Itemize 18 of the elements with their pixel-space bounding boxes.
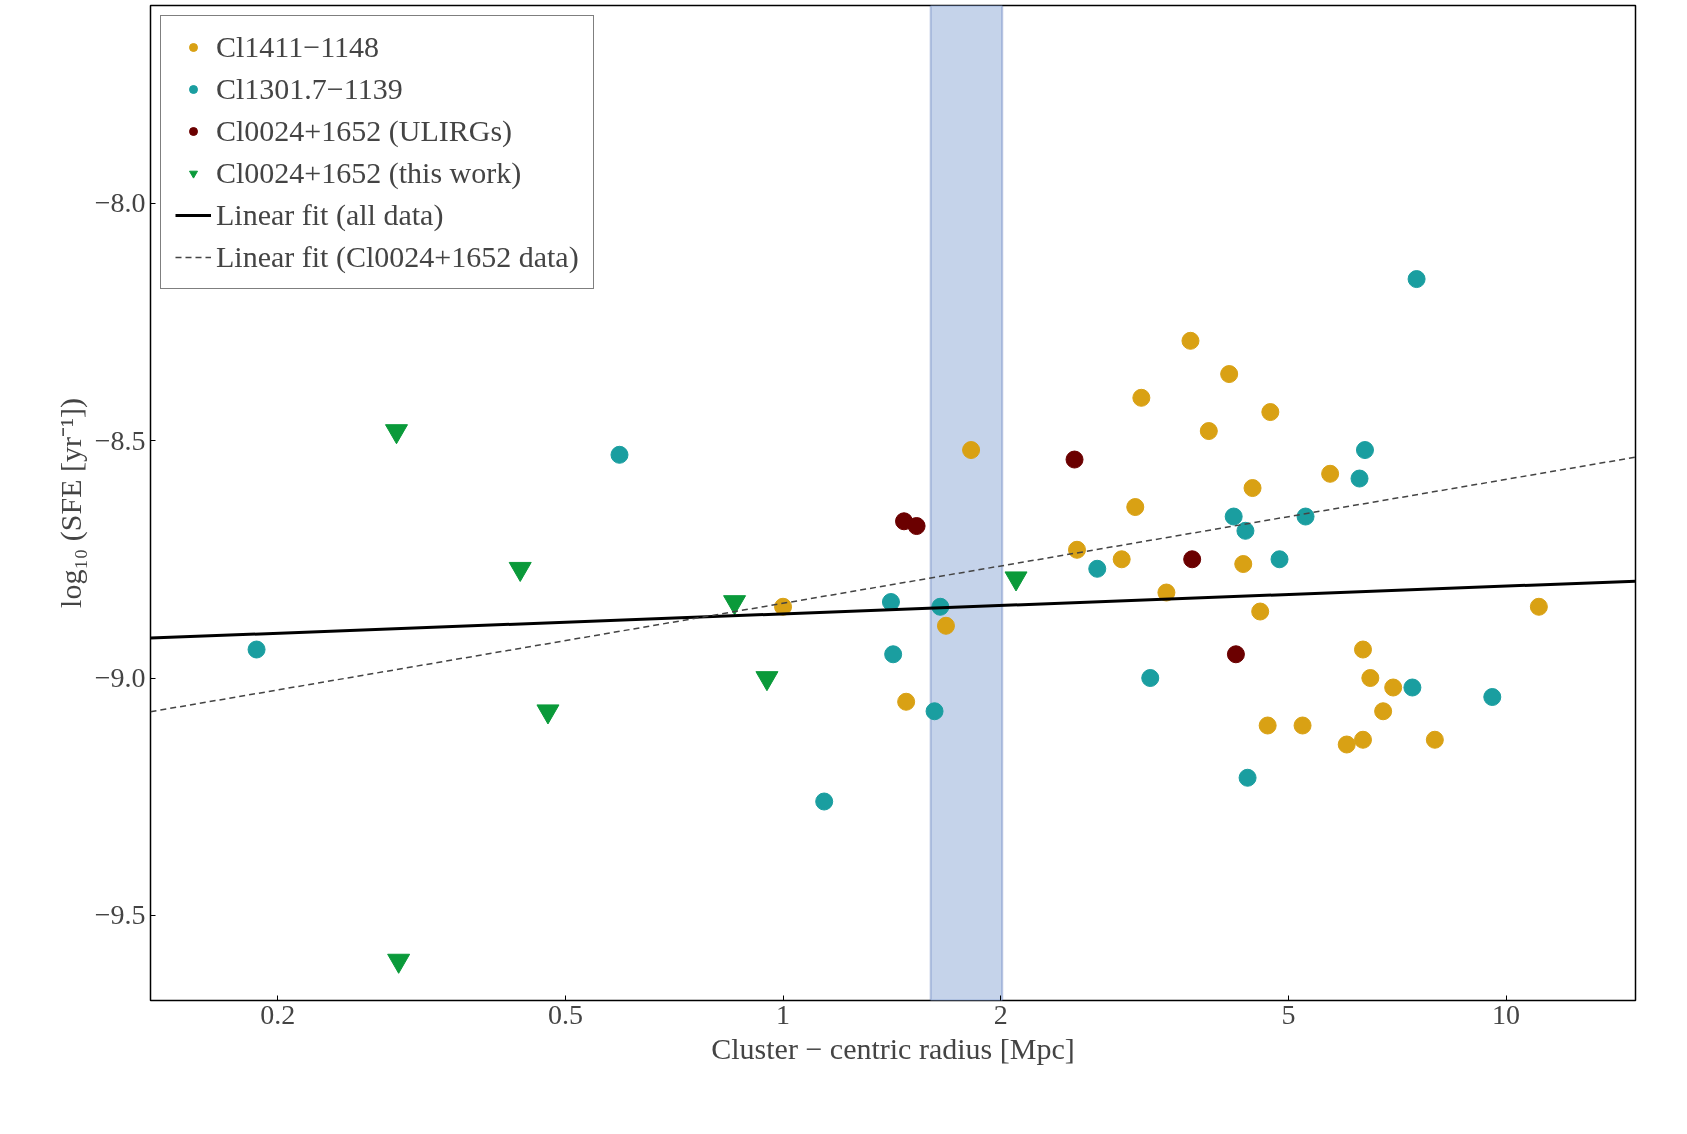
x-tick-label: 2 (993, 998, 1008, 1030)
x-tick-label: 0.2 (260, 998, 296, 1030)
x-tick-label: 1 (776, 998, 791, 1030)
legend-label: Cl1411−1148 (216, 30, 380, 64)
y-tick-label: −9.0 (94, 662, 146, 694)
y-tick-label: −8.0 (94, 187, 146, 219)
legend-label: Cl0024+1652 (ULIRGs) (216, 114, 513, 148)
legend-label: Linear fit (all data) (216, 198, 444, 232)
legend-label: Cl1301.7−1139 (216, 72, 403, 106)
x-tick-label: 0.5 (547, 998, 583, 1030)
y-tick-label: −9.5 (94, 899, 146, 931)
x-tick-label: 5 (1281, 998, 1296, 1030)
legend-label: Cl0024+1652 (this work) (216, 156, 522, 190)
legend-label: Linear fit (Cl0024+1652 data) (216, 240, 579, 274)
x-axis-title: Cluster − centric radius [Mpc] (711, 1031, 1075, 1065)
y-tick-label: −8.5 (94, 424, 146, 456)
y-axis-title: log₁₀ (SFE [yr⁻¹]) (53, 398, 88, 608)
x-tick-label: 10 (1492, 998, 1521, 1030)
